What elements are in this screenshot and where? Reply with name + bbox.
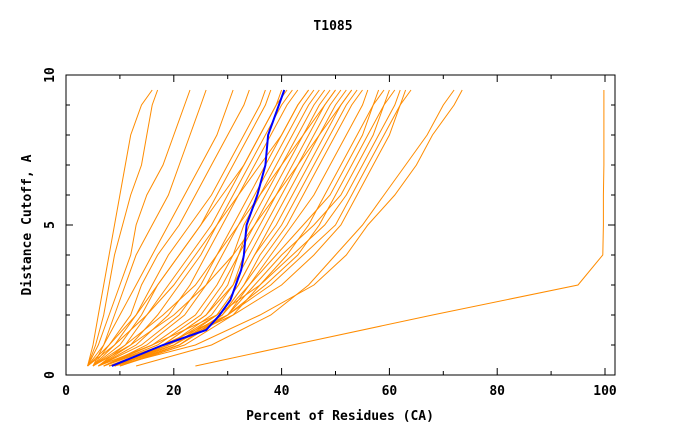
model-line-37 xyxy=(195,90,605,367)
y-axis-label: Distance Cutoff, A xyxy=(20,154,35,295)
x-tick-label: 40 xyxy=(274,384,290,399)
model-line-18 xyxy=(108,89,342,367)
x-tick-label: 0 xyxy=(62,384,70,399)
model-line-36 xyxy=(114,89,463,367)
y-tick-label: 0 xyxy=(43,371,58,379)
model-line-22 xyxy=(119,89,363,367)
model-line-5 xyxy=(92,89,234,367)
y-tick-label: 5 xyxy=(43,221,58,229)
x-tick-label: 20 xyxy=(166,384,182,399)
model-line-2 xyxy=(87,89,159,367)
model-line-1 xyxy=(87,89,153,367)
model-line-30 xyxy=(98,89,385,367)
highlight-line xyxy=(111,89,286,367)
model-line-15 xyxy=(103,89,326,367)
model-line-11 xyxy=(98,89,299,367)
model-line-7 xyxy=(92,89,266,367)
y-tick-label: 10 xyxy=(43,67,58,83)
model-line-16 xyxy=(108,89,331,367)
model-line-19 xyxy=(114,89,347,367)
model-line-20 xyxy=(114,89,353,367)
x-axis-label: Percent of Residues (CA) xyxy=(246,409,434,424)
model-line-4 xyxy=(87,89,207,367)
model-line-34 xyxy=(87,89,283,367)
model-line-29 xyxy=(103,89,396,367)
model-line-17 xyxy=(108,89,336,367)
x-tick-label: 60 xyxy=(382,384,398,399)
chart-title: T1085 xyxy=(313,19,352,34)
model-line-35 xyxy=(135,89,455,367)
plot-lines xyxy=(87,89,605,367)
model-line-14 xyxy=(103,89,320,367)
model-line-32 xyxy=(92,89,336,367)
x-tick-label: 100 xyxy=(593,384,617,399)
model-line-3 xyxy=(87,89,191,367)
model-line-23 xyxy=(119,89,369,367)
model-line-6 xyxy=(92,89,250,367)
axis-ticks: 0 20 40 60 80 100 0 5 10 xyxy=(43,67,617,399)
model-line-26 xyxy=(119,89,401,367)
model-line-33 xyxy=(87,89,310,367)
model-line-31 xyxy=(92,89,353,367)
x-tick-label: 80 xyxy=(489,384,505,399)
